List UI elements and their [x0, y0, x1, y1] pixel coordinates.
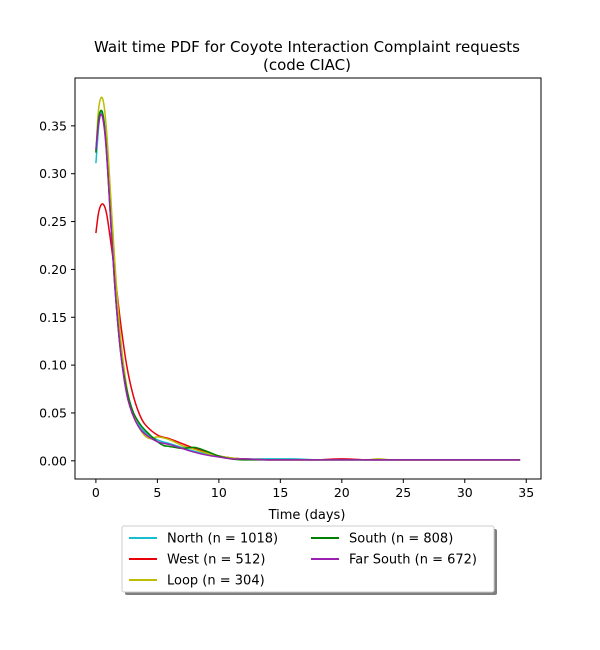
y-tick-label: 0.30: [39, 166, 67, 181]
legend-label: Loop (n = 304): [167, 574, 265, 589]
series-line-4: [95, 113, 521, 461]
legend-label: Far South (n = 672): [349, 553, 477, 568]
chart-title: Wait time PDF for Coyote Interaction Com…: [94, 38, 520, 56]
x-tick-label: 35: [518, 485, 534, 500]
chart-subtitle: (code CIAC): [263, 56, 351, 74]
y-tick-label: 0.35: [39, 118, 67, 133]
x-axis-label: Time (days): [268, 508, 346, 523]
legend-label: North (n = 1018): [167, 532, 278, 547]
x-tick-label: 0: [92, 485, 100, 500]
legend-box: [121, 525, 495, 593]
x-tick-label: 25: [395, 485, 411, 500]
x-tick-label: 20: [334, 485, 350, 500]
y-tick-label: 0.10: [39, 358, 67, 373]
legend-label: West (n = 512): [167, 553, 265, 568]
x-tick-label: 5: [153, 485, 161, 500]
plot-area: [74, 77, 542, 480]
y-tick-label: 0.20: [39, 262, 67, 277]
y-tick-label: 0.05: [39, 405, 67, 420]
y-tick-label: 0.15: [39, 310, 67, 325]
legend-label: South (n = 808): [349, 532, 453, 547]
x-tick-label: 15: [272, 485, 288, 500]
series-lines: [95, 96, 521, 461]
x-tick-label: 30: [457, 485, 473, 500]
y-tick-label: 0.25: [39, 214, 67, 229]
legend: North (n = 1018) West (n = 512) Loop (n = …: [121, 525, 497, 595]
axis-ticks: 0 5 10 15 20 25 30 35 0.00 0.05 0.10 0.15 0.20 0.25 0.…: [39, 118, 534, 500]
y-tick-label: 0.00: [39, 453, 67, 468]
x-tick-label: 10: [211, 485, 227, 500]
